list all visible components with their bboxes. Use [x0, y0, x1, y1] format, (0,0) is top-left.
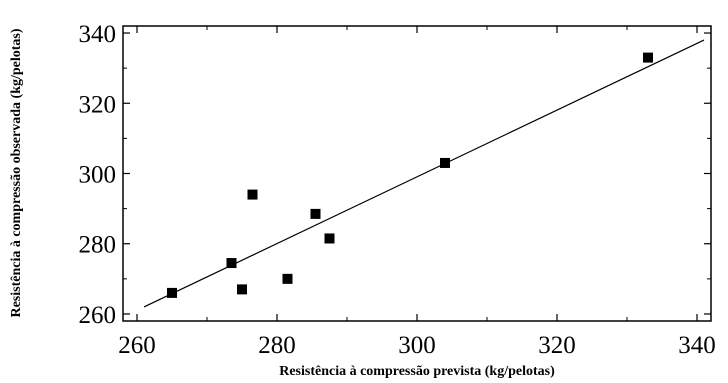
y-tick-label: 340	[79, 21, 117, 48]
fit-line	[143, 39, 705, 308]
x-tick-label: 300	[398, 332, 436, 359]
data-point	[226, 258, 237, 269]
data-point	[282, 273, 293, 284]
x-tick-label: 280	[258, 332, 296, 359]
y-tick-label: 320	[79, 91, 117, 118]
data-point	[247, 189, 258, 200]
y-tick-label: 300	[79, 162, 117, 189]
y-axis-ticks: 260 280 300 320 340	[79, 21, 711, 329]
data-point	[643, 52, 653, 63]
x-tick-label: 260	[118, 332, 156, 359]
x-tick-label: 340	[678, 332, 716, 359]
data-point	[324, 233, 335, 244]
x-tick-label: 320	[538, 332, 576, 359]
data-point	[237, 284, 247, 295]
plot-frame	[122, 25, 712, 322]
data-point	[310, 208, 321, 219]
data-point	[440, 157, 450, 168]
y-tick-label: 280	[79, 232, 117, 259]
y-tick-label: 260	[79, 302, 117, 329]
x-axis-label: Resistência à compressão prevista (kg/pe…	[279, 364, 555, 379]
data-points	[167, 52, 653, 298]
y-axis-label: Resistência à compressão observada (kg/p…	[9, 28, 24, 317]
x-axis-ticks: 260 280 300 320 340	[118, 26, 716, 359]
data-point	[167, 287, 177, 298]
